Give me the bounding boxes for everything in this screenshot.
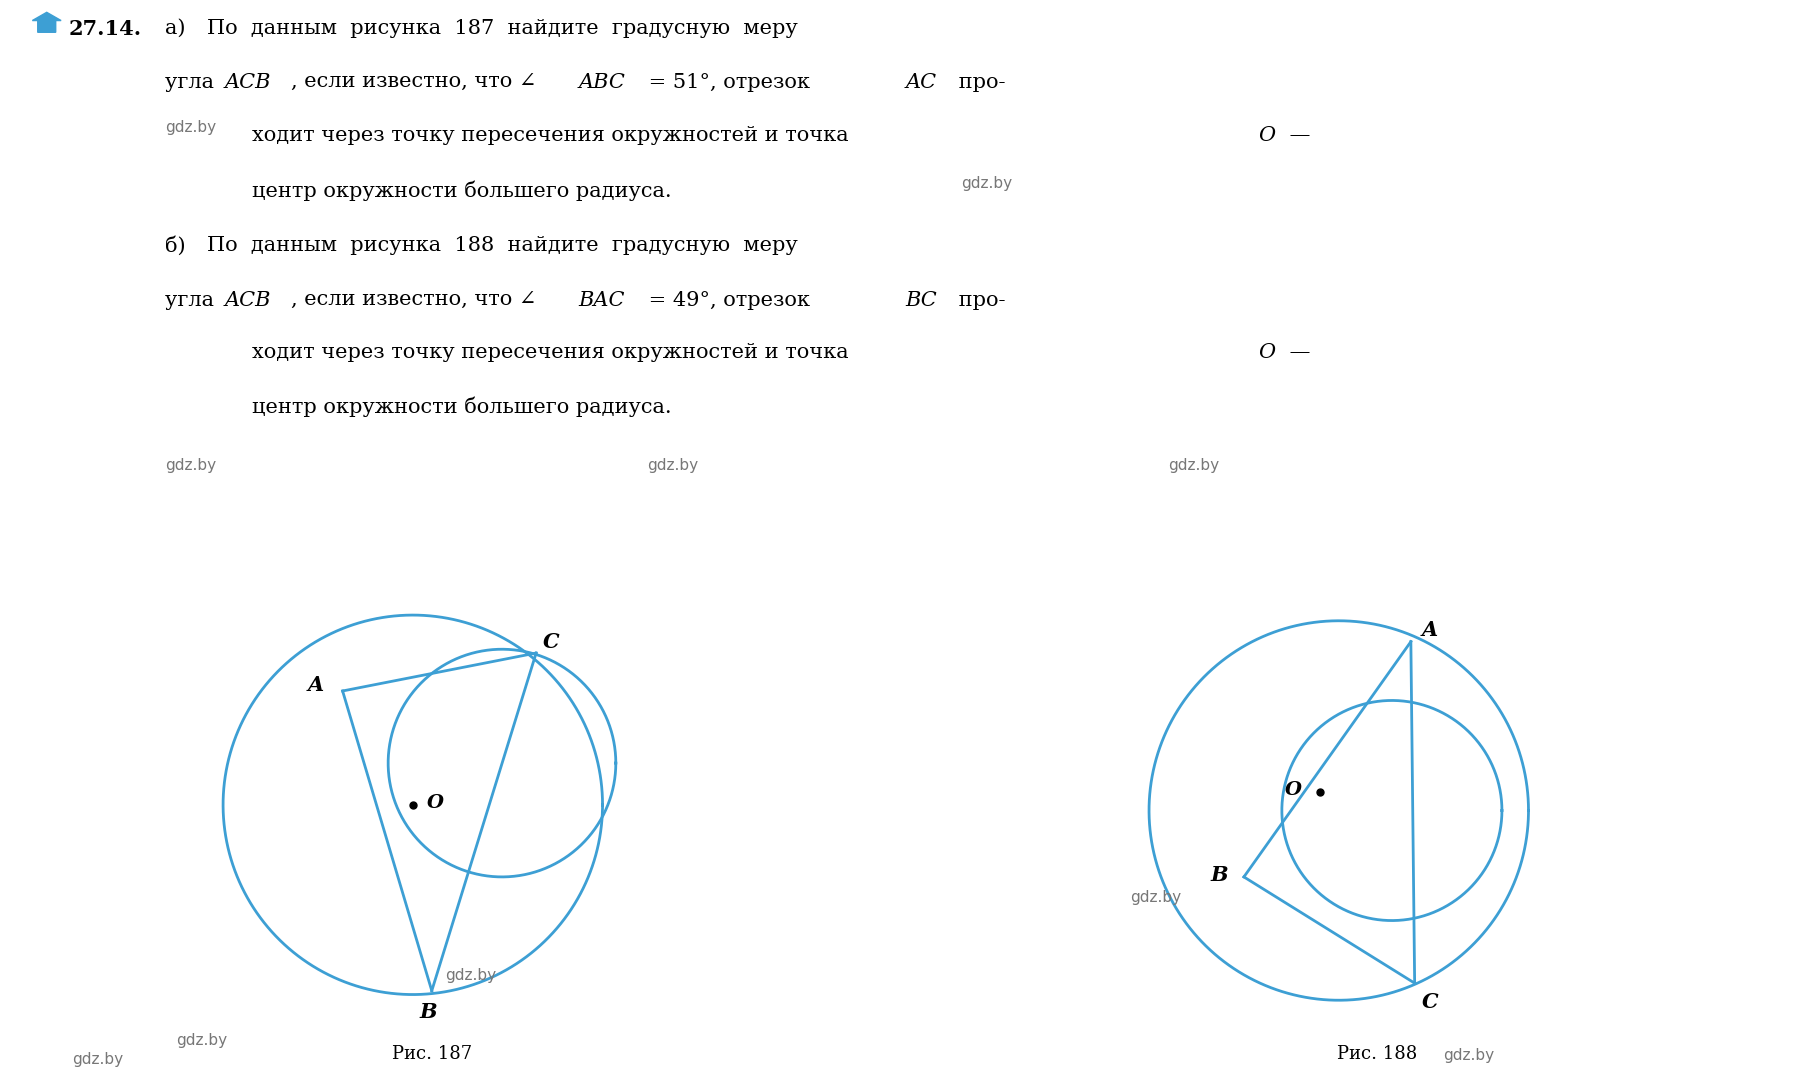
Text: O: O [1258, 126, 1276, 145]
Text: gdz.by: gdz.by [1130, 890, 1181, 905]
Text: По  данным  рисунка  188  найдите  градусную  меру: По данным рисунка 188 найдите градусную … [207, 236, 798, 255]
Text: а): а) [165, 18, 185, 38]
Text: A: A [307, 675, 323, 696]
Text: Рис. 188: Рис. 188 [1337, 1045, 1416, 1063]
Text: ACВ: ACВ [225, 74, 271, 92]
Text: gdz.by: gdz.by [647, 458, 697, 473]
Text: O: O [1285, 780, 1301, 799]
Text: gdz.by: gdz.by [961, 176, 1012, 191]
Text: Рис. 187: Рис. 187 [392, 1045, 473, 1063]
Text: ходит через точку пересечения окружностей и точка: ходит через точку пересечения окружносте… [252, 343, 855, 362]
Text: , если известно, что ∠: , если известно, что ∠ [291, 290, 537, 310]
Text: ABC: ABC [579, 74, 625, 92]
Text: gdz.by: gdz.by [1168, 458, 1218, 473]
Text: gdz.by: gdz.by [165, 458, 216, 473]
Text: C: C [1421, 992, 1438, 1012]
Text: BAC: BAC [579, 290, 625, 310]
Text: gdz.by: gdz.by [72, 1052, 122, 1067]
Text: , если известно, что ∠: , если известно, что ∠ [291, 74, 537, 92]
Text: AC: AC [906, 74, 936, 92]
Text: —: — [1283, 343, 1310, 362]
Text: По  данным  рисунка  187  найдите  градусную  меру: По данным рисунка 187 найдите градусную … [207, 18, 798, 38]
Text: про-: про- [952, 290, 1006, 310]
Text: BC: BC [906, 290, 938, 310]
Text: ACВ: ACВ [225, 290, 271, 310]
Text: = 51°, отрезок: = 51°, отрезок [642, 74, 816, 92]
Text: угла: угла [165, 74, 221, 92]
Text: gdz.by: gdz.by [446, 969, 496, 983]
Text: gdz.by: gdz.by [165, 121, 216, 135]
Text: центр окружности большего радиуса.: центр окружности большего радиуса. [252, 396, 672, 416]
Text: O: O [1258, 343, 1276, 362]
Text: gdz.by: gdz.by [176, 1033, 226, 1048]
Text: ходит через точку пересечения окружностей и точка: ходит через точку пересечения окружносте… [252, 126, 855, 145]
Text: B: B [1211, 865, 1227, 885]
Text: O: O [428, 794, 444, 812]
Text: gdz.by: gdz.by [1443, 1048, 1495, 1063]
Text: A: A [1421, 621, 1438, 640]
Text: 27.14.: 27.14. [68, 18, 142, 39]
Polygon shape [32, 12, 61, 33]
Text: угла: угла [165, 290, 221, 310]
Text: = 49°, отрезок: = 49°, отрезок [642, 290, 816, 310]
Text: б): б) [165, 236, 185, 255]
Text: про-: про- [952, 74, 1006, 92]
Text: центр окружности большего радиуса.: центр окружности большего радиуса. [252, 180, 672, 201]
Text: C: C [543, 632, 559, 651]
Text: —: — [1283, 126, 1310, 145]
Text: B: B [419, 1001, 437, 1022]
